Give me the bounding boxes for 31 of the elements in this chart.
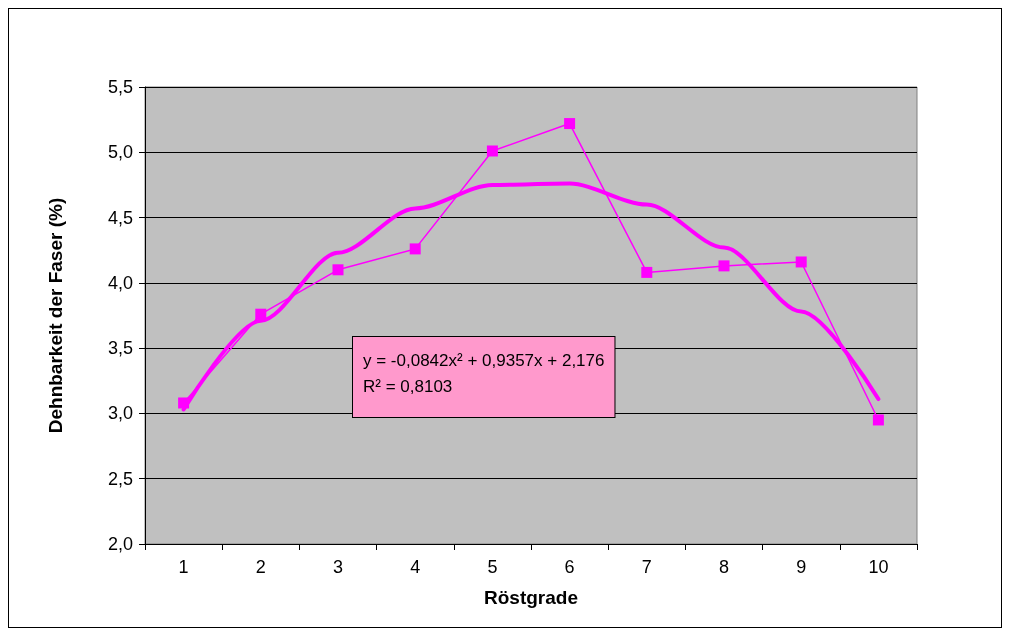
point xyxy=(564,118,576,130)
x-tick-label: 2 xyxy=(255,557,266,577)
point xyxy=(255,308,267,320)
y-tick-label: 2,5 xyxy=(107,468,133,489)
annotation: y = -0,0842x² + 0,9357x + 2,176 R² = 0,8103 xyxy=(363,350,605,396)
y-tick-label: 4,0 xyxy=(107,272,133,293)
point xyxy=(718,260,730,272)
y-tick-label: 3,0 xyxy=(107,403,133,424)
x-tick-label: 5 xyxy=(487,557,498,577)
y-tick-label: 3,5 xyxy=(107,338,133,359)
y-tick-label: 5,5 xyxy=(107,77,133,97)
point xyxy=(178,397,190,409)
x-tick-label: 6 xyxy=(564,557,575,577)
x-tick-label: 1 xyxy=(178,557,189,577)
x-tick-label: 8 xyxy=(718,557,730,577)
x-tick-label: 4 xyxy=(410,557,421,577)
x-tick-label: 7 xyxy=(641,557,652,577)
point xyxy=(486,145,498,157)
x-axis-title: Röstgrade xyxy=(484,587,578,608)
point xyxy=(409,243,421,255)
y-tick-label: 5,0 xyxy=(107,142,133,163)
x-tick-label: 9 xyxy=(796,557,807,577)
x-tick-label: 3 xyxy=(332,557,344,577)
x-tick-label: 10 xyxy=(868,557,889,577)
point xyxy=(641,266,653,278)
point xyxy=(795,256,807,268)
point xyxy=(872,414,884,426)
y-axis-title: Dehnbarkeit der Faser (%) xyxy=(45,197,66,434)
point xyxy=(332,264,344,276)
y-tick-label: 2,0 xyxy=(107,534,133,554)
y-tick-label: 4,5 xyxy=(107,207,133,228)
